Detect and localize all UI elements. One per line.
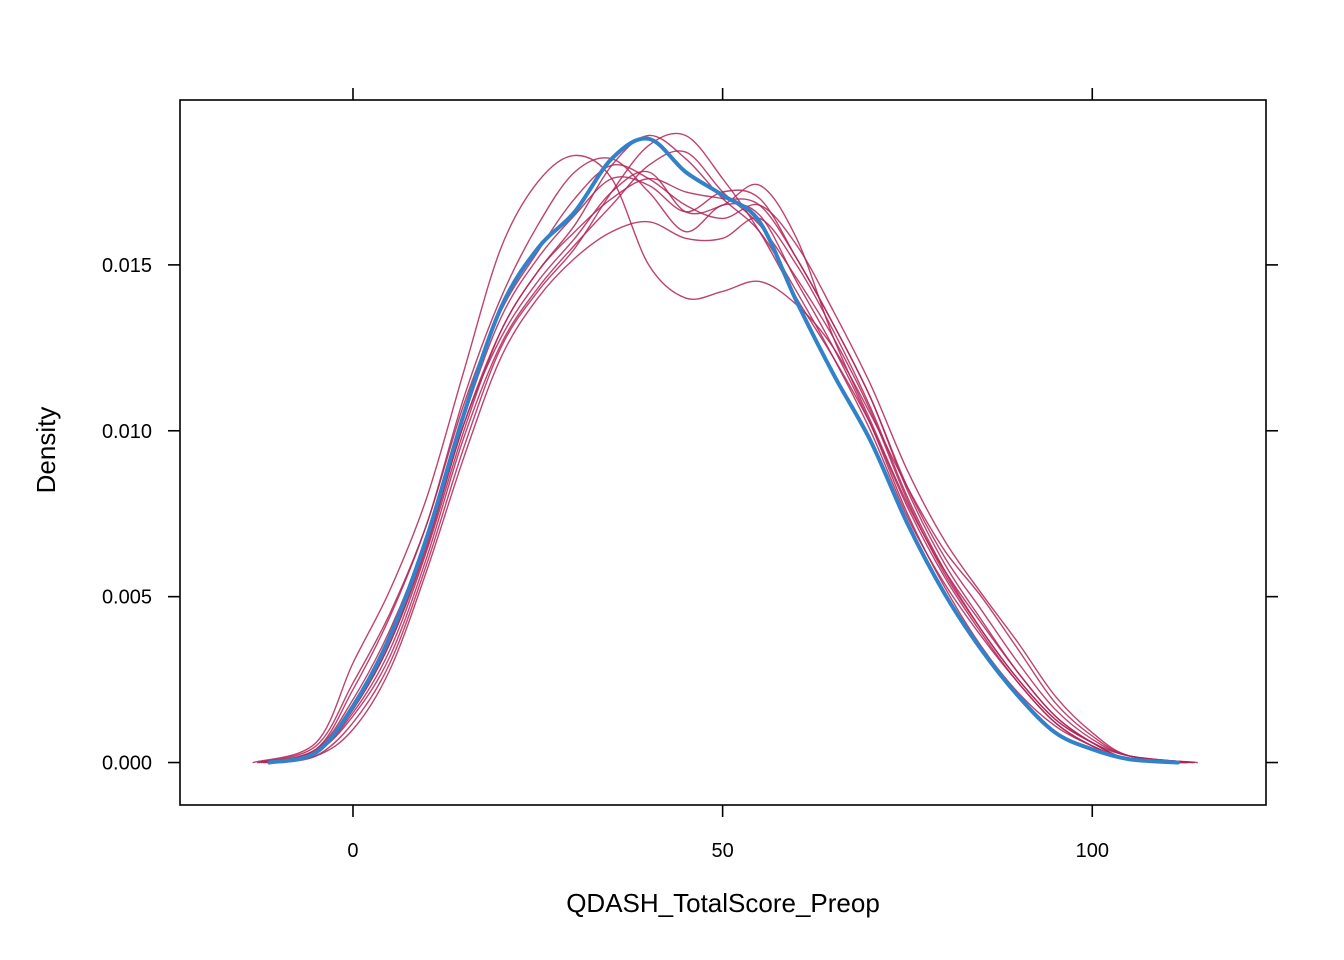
x-axis-title: QDASH_TotalScore_Preop <box>566 888 880 918</box>
y-tick-label: 0.000 <box>102 753 152 775</box>
y-tick-label: 0.010 <box>102 421 152 443</box>
x-tick-label: 100 <box>1076 840 1109 862</box>
imputed-density-line <box>264 217 1193 764</box>
observed-density-line <box>267 136 1181 765</box>
imputed-density-line <box>252 154 1198 764</box>
y-tick-label: 0.015 <box>102 255 152 277</box>
imputed-density-line <box>260 176 1195 764</box>
imputed-density-line <box>270 150 1185 764</box>
imputed-density-line <box>266 134 1189 764</box>
imputed-density-line <box>258 157 1187 764</box>
imputed-density-line <box>256 164 1194 764</box>
x-tick-label: 0 <box>347 840 358 862</box>
y-axis-title: Density <box>31 407 61 494</box>
x-tick-label: 50 <box>712 840 734 862</box>
imputed-density-line <box>267 177 1187 764</box>
tick-labels: 0 50 100 0.000 0.005 0.010 0.015 <box>102 255 1109 862</box>
axis-ticks <box>168 88 1278 817</box>
imputed-density-line <box>272 132 1183 764</box>
y-tick-label: 0.005 <box>102 587 152 609</box>
imputed-density-line <box>262 170 1191 764</box>
density-curves <box>252 132 1198 765</box>
